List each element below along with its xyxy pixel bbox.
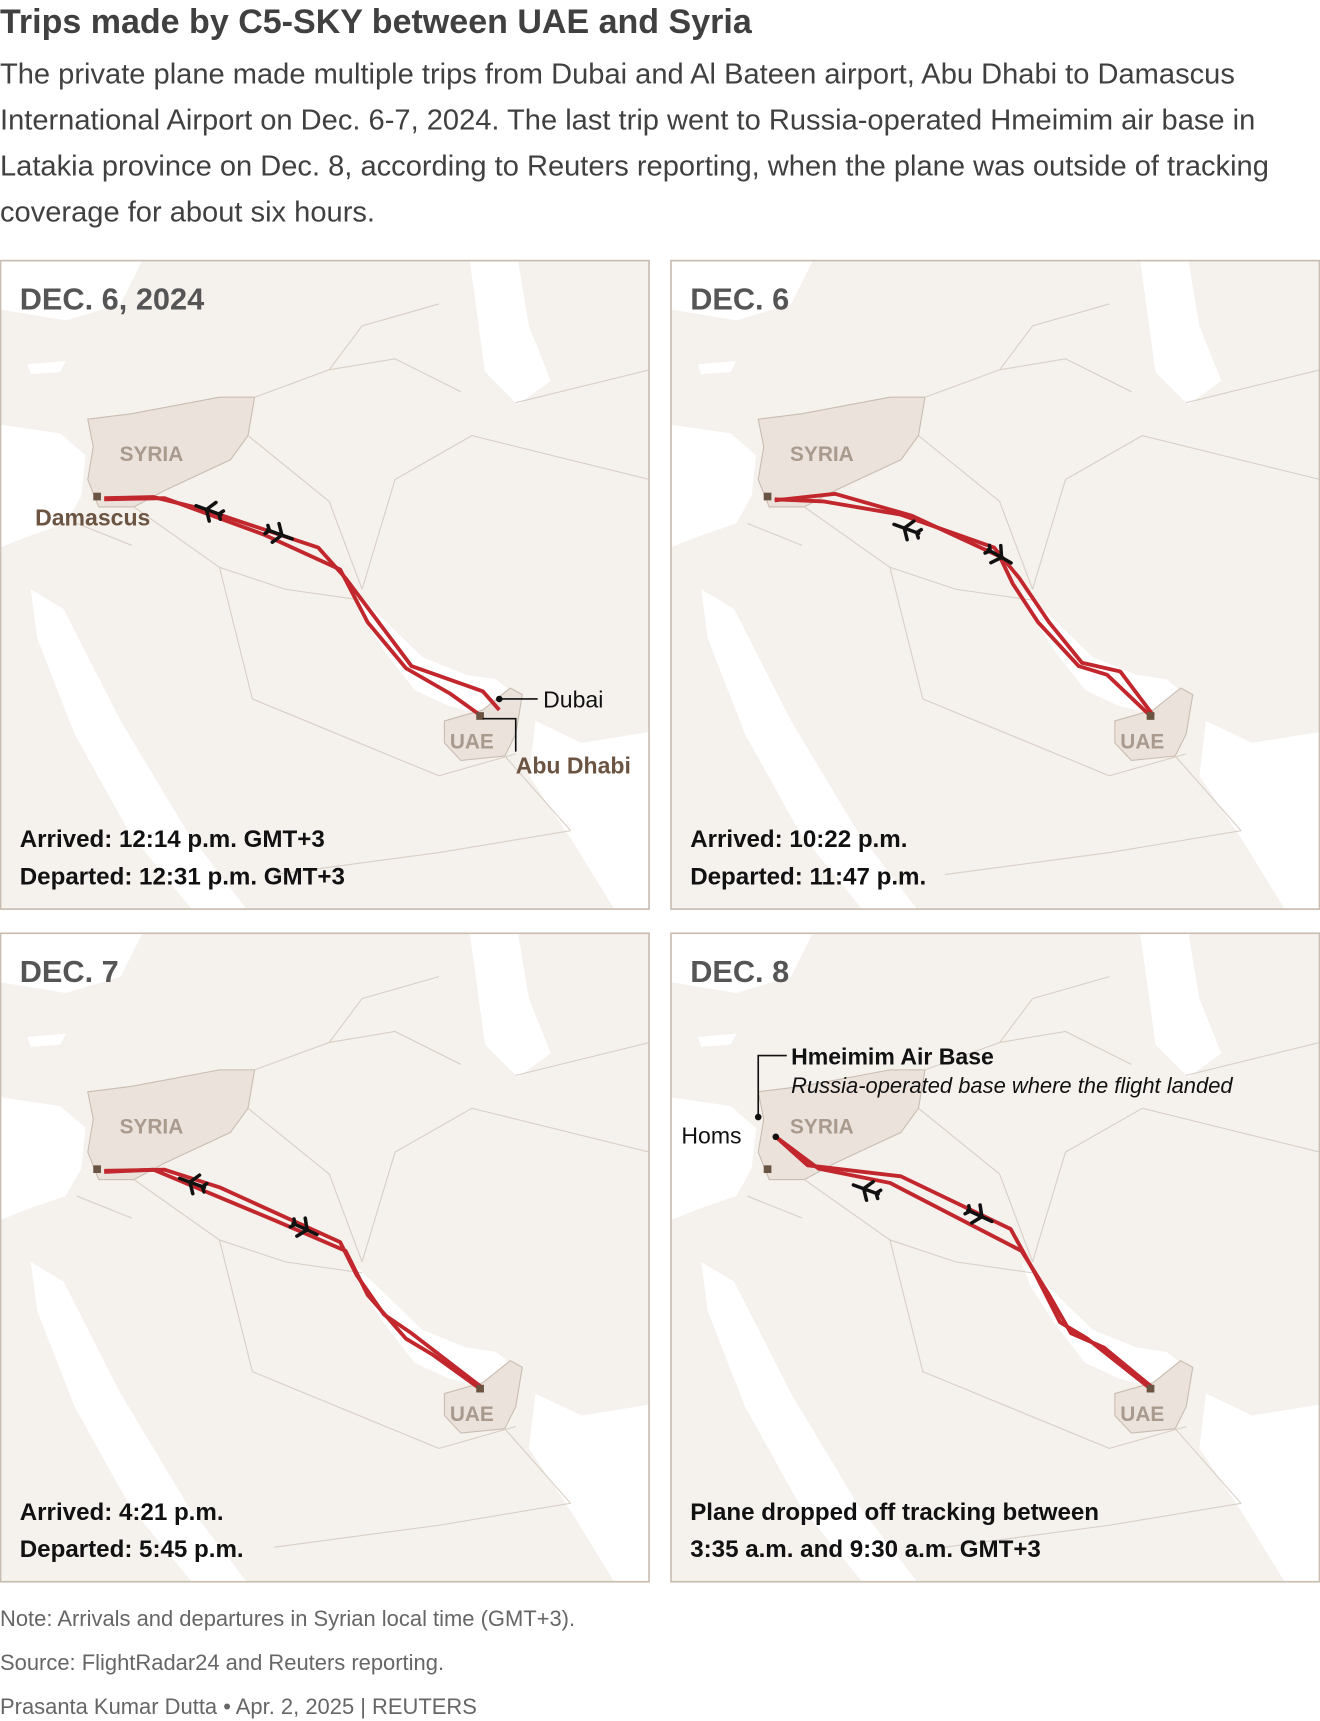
country-label: UAE [450,730,494,753]
city-dot [754,1113,762,1121]
airport-marker [93,492,101,501]
leader [757,1054,787,1118]
city-label: Dubai [543,687,603,713]
flight-route [774,1135,1153,1391]
maps: DEC. 6, 2024 SYRIA UAE Arrived: 12:14 p.m. … [0,259,1320,1583]
basemap [669,932,1320,1583]
panel-note: Arrived: 12:14 p.m. GMT+3 [20,826,325,853]
country-label: SYRIA [790,443,854,466]
flight-route [774,491,1153,718]
leader [482,717,517,752]
country-label: UAE [1120,1403,1164,1426]
country-label: UAE [450,1403,494,1426]
panel-note: Departed: 12:31 p.m. GMT+3 [20,863,345,890]
panel-note: Plane dropped off tracking between [690,1499,1099,1526]
city-label: Abu Dhabi [516,753,631,779]
basemap [669,259,1320,911]
panel-title: DEC. 6, 2024 [20,281,204,316]
base-note: Russia-operated base where the flight la… [791,1073,1233,1098]
panel-note: 3:35 a.m. and 9:30 a.m. GMT+3 [690,1536,1041,1563]
basemap [0,259,651,911]
panel-border [0,259,650,910]
airport-marker [476,1384,484,1393]
city-label: Homs [681,1122,741,1148]
flight-route [104,496,482,718]
footer-source: Source: FlightRadar24 and Reuters report… [0,1651,445,1676]
panel-title: DEC. 7 [20,954,119,989]
airport-marker [763,1165,772,1174]
footer-credit: Prasanta Kumar Dutta • Apr. 2, 2025 | RE… [0,1695,477,1720]
panel-title: DEC. 6 [690,281,789,316]
flight-route [774,497,1155,717]
panel-border [0,932,650,1583]
airport-marker [476,712,484,720]
airport-marker [1146,1384,1155,1393]
panel-title: DEC. 8 [690,954,789,989]
airport-marker [93,1165,101,1174]
footer-note: Note: Arrivals and departures in Syrian … [0,1607,576,1632]
map-panel: DEC. 7 SYRIA UAE Arrived: 4:21 p.m. Departed… [0,932,651,1583]
city-dot [772,1133,780,1141]
map-panel: DEC. 6 SYRIA UAE Arrived: 10:22 p.m. Departe… [669,259,1320,911]
airport-marker [1146,712,1155,720]
base-label: Hmeimim Air Base [791,1043,994,1069]
map-panel: DEC. 6, 2024 SYRIA UAE Arrived: 12:14 p.m. … [0,259,651,911]
panel-note: Arrived: 10:22 p.m. [690,826,907,853]
country-label: SYRIA [790,1116,854,1139]
title: Trips made by C5-SKY between UAE and Syr… [0,2,752,41]
map-panel: DEC. 8 SYRIA UAE Plane dropped off tracking… [669,932,1320,1583]
panel-note: Departed: 11:47 p.m. [690,863,926,890]
city-label: Damascus [35,505,150,531]
panel-note: Departed: 5:45 p.m. [20,1536,244,1563]
basemap [0,932,651,1583]
country-label: SYRIA [120,443,184,466]
airport-marker [763,492,772,501]
country-label: UAE [1120,730,1164,753]
panel-note: Arrived: 4:21 p.m. [20,1499,224,1526]
subtitle: The private plane made multiple trips fr… [0,57,1269,229]
country-label: SYRIA [120,1116,184,1139]
flight-route [104,1167,482,1391]
